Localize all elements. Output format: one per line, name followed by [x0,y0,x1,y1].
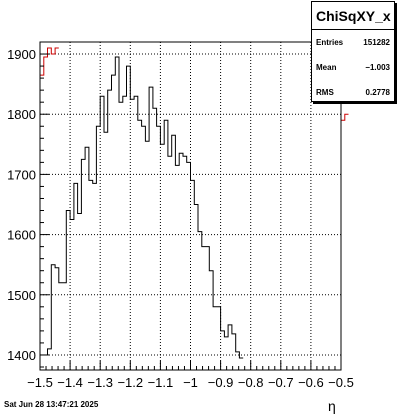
x-tick-label: −0.5 [328,375,354,390]
grid-lines [40,42,341,370]
x-tick-label: −1.1 [148,375,174,390]
plot-frame [39,41,342,371]
footer-date: Sat Jun 28 13:47:21 2025 [4,400,99,409]
y-tick-label: 1800 [7,107,36,122]
y-tick-label: 1600 [7,228,36,243]
x-tick-label: −1.2 [117,375,143,390]
y-tick-label: 1400 [7,348,36,363]
x-tick-label: −0.9 [208,375,234,390]
x-tick-label: −0.8 [238,375,264,390]
stats-title: ChiSqXY_x [312,2,394,30]
x-axis: −1.5 −1.4 −1.3 −1.2 −1.1 −1 −0.9 −0.8 −0.7 −0.6 −0… [27,361,354,390]
x-tick-label: −1.4 [57,375,83,390]
x-tick-label: −1.5 [27,375,53,390]
stats-mean-label: Mean [316,63,337,72]
stats-entries-label: Entries [316,38,344,47]
x-axis-title: η [328,398,336,414]
histogram-series [40,47,349,359]
x-tick-label: −0.7 [268,375,294,390]
stats-box: ChiSqXY_x Entries 151282 Mean −1.003 RMS… [311,1,395,102]
y-axis: 1400 1500 1600 1700 1800 1900 [7,41,49,368]
histogram-line-main [40,56,244,359]
histogram-line-red [40,47,59,76]
stats-mean-value: −1.003 [365,63,390,72]
stats-rms-label: RMS [316,88,334,97]
stats-rms-value: 0.2778 [365,88,390,97]
y-tick-label: 1900 [7,47,36,62]
x-tick-label: −1.3 [87,375,113,390]
stats-entries-value: 151282 [363,38,390,47]
x-tick-label: −0.6 [298,375,324,390]
y-tick-label: 1500 [7,288,36,303]
y-tick-label: 1700 [7,167,36,182]
x-tick-label: −1 [183,375,198,390]
